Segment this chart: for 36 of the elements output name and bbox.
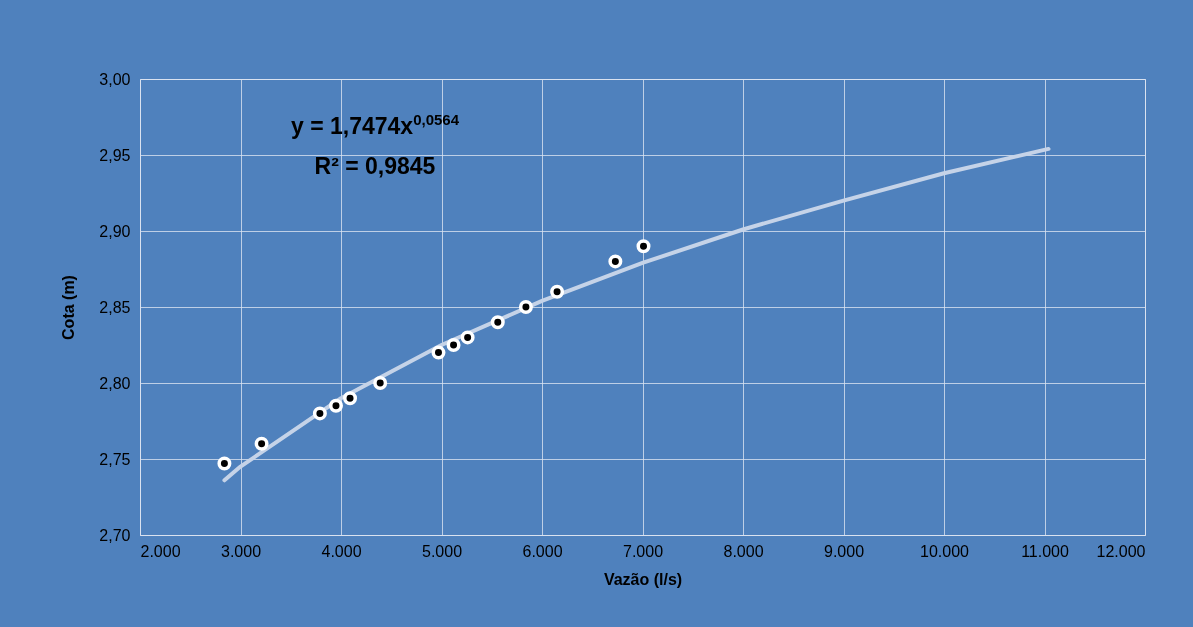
x-tick-label: 12.000 (1096, 542, 1146, 560)
point (608, 254, 623, 269)
point (343, 391, 358, 406)
point (328, 398, 343, 413)
line-series (222, 146, 1051, 483)
y-axis-title: Cota (m) (60, 275, 78, 340)
point (373, 376, 388, 390)
point (446, 338, 461, 352)
x-tick-label: 9.000 (823, 542, 865, 560)
x-tick-label: 6.000 (522, 542, 563, 560)
point (460, 330, 475, 345)
y-tick-label: 2,75 (99, 450, 131, 468)
y-tick-label: 2,80 (99, 374, 131, 392)
y-tick-label: 2,95 (99, 146, 131, 164)
x-tick-label: 10.000 (920, 542, 970, 560)
point (431, 345, 446, 360)
point (217, 456, 232, 471)
x-axis-title: Vazão (l/s) (603, 570, 683, 588)
point (312, 406, 327, 421)
y-tick-label: 2,90 (99, 222, 131, 240)
point (636, 239, 651, 254)
y-tick-label: 3,00 (99, 70, 131, 88)
x-tick-label: 7.000 (622, 542, 664, 560)
x-tick-label: 8.000 (723, 542, 764, 560)
point (518, 300, 533, 314)
x-tick-label: 2.000 (140, 542, 181, 560)
point (254, 436, 269, 451)
point (550, 284, 565, 299)
x-tick-label: 3.000 (220, 542, 262, 560)
x-tick-label: 4.000 (321, 542, 362, 560)
x-tick-label: 5.000 (421, 542, 463, 560)
point (490, 315, 505, 330)
x-tick-label: 11.000 (1021, 542, 1069, 560)
y-tick-label: 2,85 (99, 298, 131, 316)
annotation: R² = 0,9845 (313, 151, 437, 181)
y-tick-label: 2,70 (99, 526, 131, 544)
